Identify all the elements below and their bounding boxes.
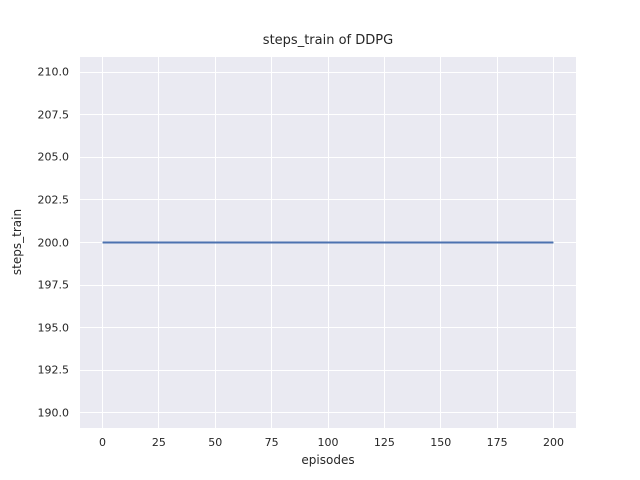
y-tick-label: 200.0 xyxy=(37,236,70,249)
x-tick-label: 125 xyxy=(373,436,395,449)
x-tick-label: 100 xyxy=(317,436,339,449)
y-tick-label: 205.0 xyxy=(37,150,70,164)
y-tick-label: 190.0 xyxy=(37,406,70,420)
x-tick-label: 200 xyxy=(542,436,564,449)
y-tick-label: 202.5 xyxy=(37,193,70,207)
y-axis-label: steps_train xyxy=(9,208,24,276)
gridline-horizontal xyxy=(80,412,576,414)
y-tick-label: 192.5 xyxy=(37,363,70,377)
x-tick-label: 50 xyxy=(208,436,223,449)
gridline-horizontal xyxy=(80,71,576,73)
chart-title: steps_train of DDPG xyxy=(262,33,394,48)
gridline-horizontal xyxy=(80,327,576,329)
plot-area xyxy=(80,57,576,428)
y-tick-label: 207.5 xyxy=(37,108,70,122)
gridline-horizontal xyxy=(80,284,576,286)
gridline-horizontal xyxy=(80,114,576,116)
x-tick-label: 75 xyxy=(264,436,279,449)
x-tick-label: 25 xyxy=(151,436,166,449)
line-series xyxy=(80,57,576,428)
x-tick-label: 175 xyxy=(486,436,508,449)
x-tick-label: 0 xyxy=(99,436,107,449)
x-axis-label: episodes xyxy=(301,453,355,467)
gridline-horizontal xyxy=(80,199,576,201)
y-tick-label: 210.0 xyxy=(37,65,70,79)
x-tick-label: 150 xyxy=(430,436,452,449)
x-axis-ticks: 0 25 50 75 100 125 150 175 200 xyxy=(80,437,576,451)
gridline-horizontal xyxy=(80,369,576,371)
y-tick-label: 197.5 xyxy=(37,278,70,292)
y-axis-ticks: 210.0 207.5 205.0 202.5 200.0 197.5 195.0 192.5… xyxy=(0,57,70,428)
y-tick-label: 195.0 xyxy=(37,321,70,335)
gridline-horizontal xyxy=(80,156,576,158)
